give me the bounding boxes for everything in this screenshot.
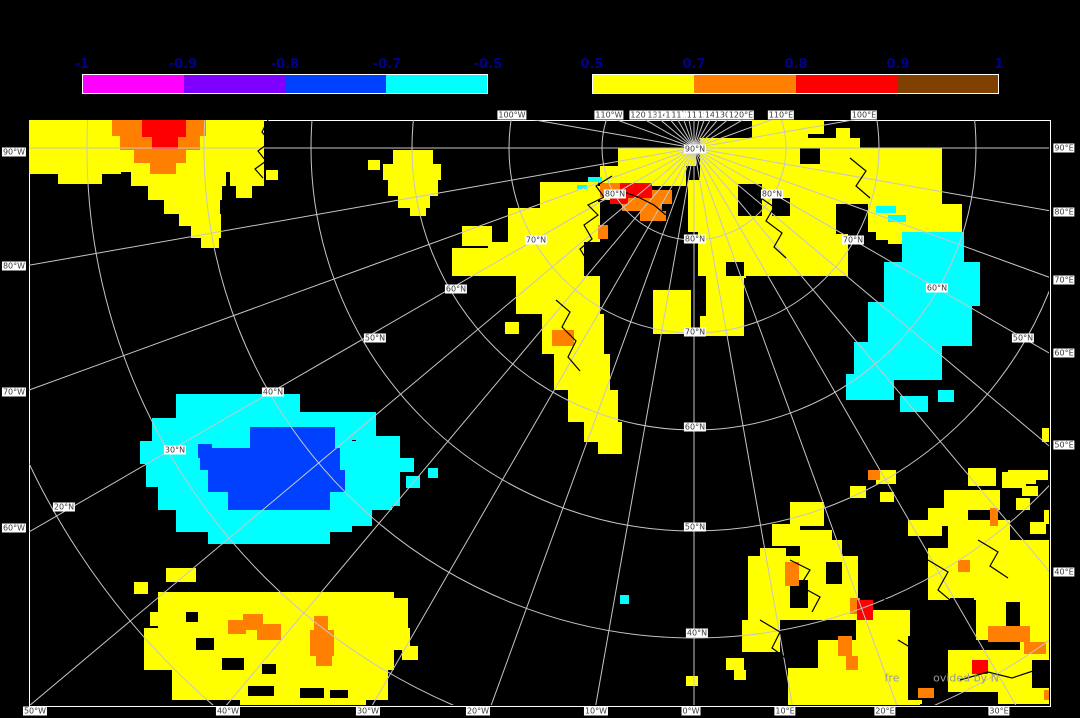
lat-label: 60°N bbox=[683, 422, 707, 432]
positive-colorbar-tick: 0.7 bbox=[682, 57, 706, 72]
data-patches bbox=[29, 120, 1049, 705]
negative-colorbar-segment bbox=[184, 75, 285, 93]
attribution-fragment: ovided by N bbox=[933, 671, 999, 685]
lon-label-top: 100°W bbox=[497, 110, 527, 120]
lat-label: 80°N bbox=[603, 189, 627, 199]
lat-label: 70°N bbox=[524, 235, 548, 245]
lon-label-right: 50°E bbox=[1053, 440, 1075, 450]
lat-label: 70°N bbox=[841, 235, 865, 245]
positive-colorbar-tick: 0.8 bbox=[784, 57, 808, 72]
lon-label-right: 40°E bbox=[1053, 567, 1075, 577]
lon-label-top: 110°E bbox=[767, 110, 795, 120]
lon-label-bottom: 10°E bbox=[774, 706, 796, 716]
negative-colorbar-tick: -0.7 bbox=[372, 57, 402, 72]
coastlines bbox=[254, 120, 1037, 682]
lon-label-left: 70°W bbox=[1, 387, 27, 397]
lat-label: 70°N bbox=[683, 327, 707, 337]
lon-label-right: 70°E bbox=[1053, 275, 1075, 285]
negative-colorbar-tick: -0.9 bbox=[168, 57, 198, 72]
positive-colorbar bbox=[592, 74, 999, 94]
region-land-gaps bbox=[186, 148, 974, 700]
lat-label: 30°N bbox=[163, 445, 187, 455]
positive-colorbar-tick: 1 bbox=[994, 57, 1004, 72]
negative-colorbar-segment bbox=[386, 75, 487, 93]
positive-colorbar-segment bbox=[896, 75, 998, 93]
lat-label: 40°N bbox=[261, 387, 285, 397]
lon-label-bottom: 10°W bbox=[583, 706, 609, 716]
lon-label-left: 60°W bbox=[1, 523, 27, 533]
region-positive-0.7-0.8 bbox=[112, 120, 1049, 700]
lon-label-bottom: 20°W bbox=[465, 706, 491, 716]
lon-label-bottom: 40°W bbox=[215, 706, 241, 716]
negative-colorbar-segment bbox=[83, 75, 184, 93]
lon-label-bottom: 30°W bbox=[355, 706, 381, 716]
map-plot bbox=[29, 120, 1049, 705]
lon-label-right: 60°E bbox=[1053, 348, 1075, 358]
lon-label-bottom: 30°E bbox=[988, 706, 1010, 716]
lon-label-top: 120°E bbox=[727, 110, 755, 120]
negative-colorbar-tick: -0.8 bbox=[270, 57, 300, 72]
negative-colorbar bbox=[82, 74, 488, 94]
positive-colorbar-segment bbox=[795, 75, 897, 93]
positive-colorbar-tick: 0.9 bbox=[886, 57, 910, 72]
positive-colorbar-tick: 0.5 bbox=[580, 57, 604, 72]
lon-label-top: 120°W bbox=[629, 110, 659, 120]
positive-colorbar-segment bbox=[593, 75, 695, 93]
lat-label: 80°N bbox=[683, 234, 707, 244]
lat-label: 60°N bbox=[925, 283, 949, 293]
lon-label-top: 100°E bbox=[850, 110, 878, 120]
lat-label: 90°N bbox=[683, 144, 707, 154]
region-negative-0.8-0.7 bbox=[198, 427, 345, 510]
negative-colorbar-tick: -1 bbox=[74, 57, 90, 72]
lon-label-right: 80°E bbox=[1053, 207, 1075, 217]
lat-label: 40°N bbox=[685, 628, 709, 638]
region-positive-0.5-0.7 bbox=[29, 120, 1049, 705]
lat-label: 50°N bbox=[1011, 333, 1035, 343]
lat-label: 20°N bbox=[52, 502, 76, 512]
lon-label-bottom: 20°E bbox=[874, 706, 896, 716]
attribution-fragment: fre bbox=[884, 671, 900, 685]
lon-label-bottom: 50°W bbox=[22, 706, 48, 716]
lon-label-bottom: 0°W bbox=[681, 706, 701, 716]
negative-colorbar-segment bbox=[285, 75, 386, 93]
lon-label-left: 80°W bbox=[1, 261, 27, 271]
lon-label-right: 90°E bbox=[1053, 143, 1075, 153]
lat-label: 50°N bbox=[683, 522, 707, 532]
lat-label: 50°N bbox=[363, 333, 387, 343]
lat-label: 60°N bbox=[444, 284, 468, 294]
lon-label-left: 90°W bbox=[1, 147, 27, 157]
negative-colorbar-tick: -0.5 bbox=[473, 57, 503, 72]
lon-label-top: 130°E bbox=[713, 110, 741, 120]
lon-label-top: 110°W bbox=[594, 110, 624, 120]
lat-label: 80°N bbox=[760, 189, 784, 199]
region-positive-0.8-0.9 bbox=[142, 120, 988, 674]
positive-colorbar-segment bbox=[694, 75, 796, 93]
